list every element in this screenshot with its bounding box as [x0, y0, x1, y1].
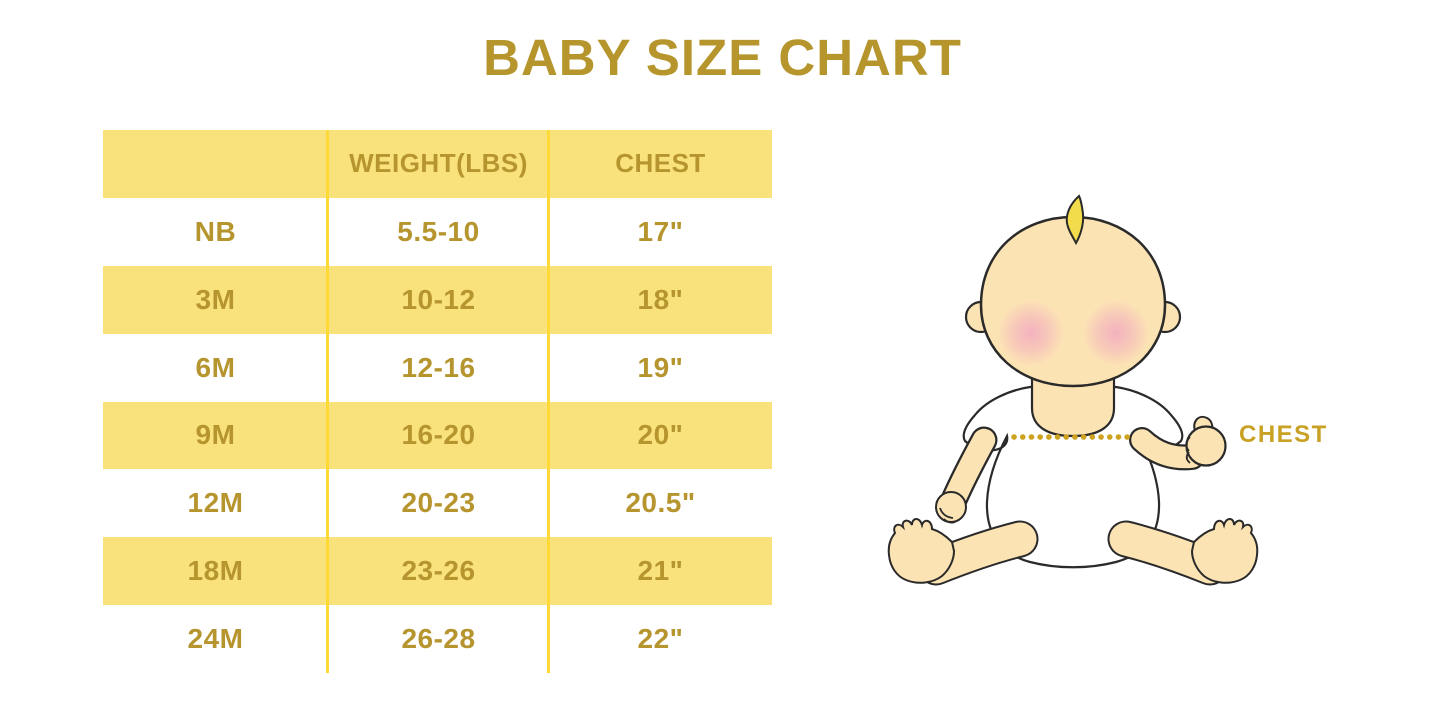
baby-fist	[1185, 425, 1227, 467]
table-row: 9M 16-20 20"	[103, 401, 772, 470]
chest-value: 20.5"	[625, 487, 696, 519]
table-header-row: WEIGHT(LBS) CHEST	[103, 130, 772, 198]
weight-value: 26-28	[401, 623, 476, 655]
column-divider	[326, 130, 329, 673]
chest-value: 22"	[637, 623, 684, 655]
baby-right-foot	[1190, 518, 1259, 584]
page-title: BABY SIZE CHART	[483, 29, 962, 86]
baby-left-cheek	[998, 300, 1064, 366]
chest-value: 19"	[637, 351, 684, 383]
column-divider	[547, 130, 550, 673]
baby-right-cheek	[1083, 300, 1149, 366]
size-value: 3M	[195, 283, 236, 315]
weight-value: 16-20	[401, 419, 476, 451]
chest-value: 18"	[637, 283, 684, 315]
weight-value: 5.5-10	[397, 215, 480, 247]
table-row: 3M 10-12 18"	[103, 265, 772, 334]
baby-hair-tuft	[1065, 194, 1085, 246]
size-value: 6M	[195, 351, 236, 383]
table-row: 18M 23-26 21"	[103, 537, 772, 606]
size-value: 18M	[187, 555, 244, 587]
size-value: NB	[194, 215, 237, 247]
baby-illustration: CHEST	[880, 190, 1340, 610]
table-row: 12M 20-23 20.5"	[103, 469, 772, 538]
header-size	[103, 130, 328, 198]
table-row: 24M 26-28 22"	[103, 605, 772, 673]
header-weight: WEIGHT(LBS)	[349, 148, 528, 179]
baby-left-foot	[887, 518, 956, 584]
size-value: 9M	[195, 419, 236, 451]
weight-value: 10-12	[401, 283, 476, 315]
chest-value: 21"	[637, 555, 684, 587]
size-value: 24M	[187, 623, 244, 655]
chest-value: 17"	[637, 215, 684, 247]
chest-measure-label: CHEST	[1239, 421, 1328, 448]
baby-drawing-icon	[887, 194, 1259, 586]
header-chest: CHEST	[615, 148, 706, 179]
table-row: NB 5.5-10 17"	[103, 197, 772, 266]
baby-size-table: WEIGHT(LBS) CHEST NB 5.5-10 17" 3M 10-12…	[103, 130, 772, 673]
chest-value: 20"	[637, 419, 684, 451]
weight-value: 12-16	[401, 351, 476, 383]
size-value: 12M	[187, 487, 244, 519]
baby-head	[979, 215, 1167, 388]
table-row: 6M 12-16 19"	[103, 333, 772, 402]
weight-value: 20-23	[401, 487, 476, 519]
weight-value: 23-26	[401, 555, 476, 587]
